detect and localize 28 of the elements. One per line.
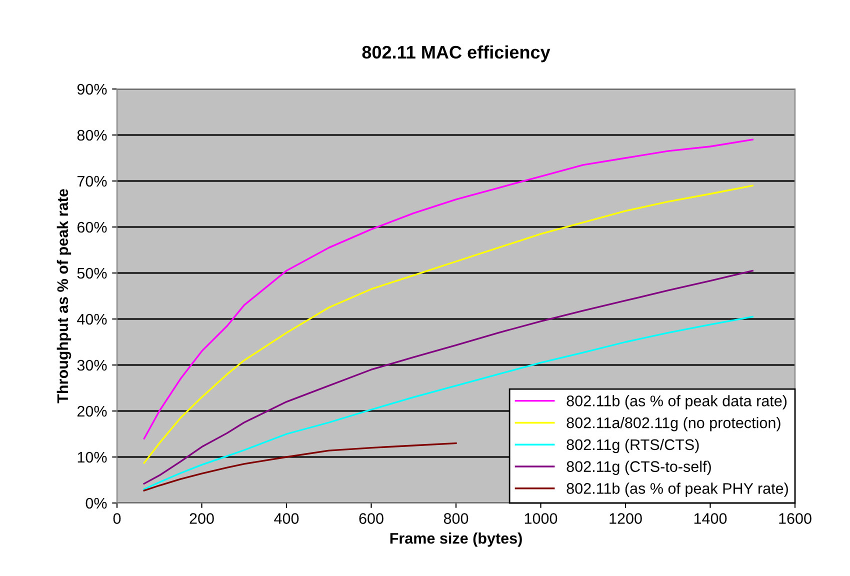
- legend-label: 802.11b (as % of peak data rate): [566, 395, 787, 410]
- y-tick-label: 50%: [77, 268, 107, 279]
- y-tick-label: 20%: [77, 406, 107, 417]
- y-tick-label: 90%: [77, 84, 107, 95]
- legend-label: 802.11b (as % of peak PHY rate): [566, 482, 788, 497]
- legend-label: 802.11g (RTS/CTS): [566, 438, 699, 454]
- y-tick-label: 0%: [86, 498, 107, 509]
- x-tick-label: 200: [190, 513, 214, 524]
- x-axis-title: Frame size (bytes): [390, 532, 522, 547]
- y-tick-label: 80%: [77, 130, 107, 141]
- y-axis-title: Throughput as % of peak rate: [56, 189, 72, 404]
- x-tick-label: 0: [113, 513, 121, 524]
- y-tick-label: 40%: [77, 314, 107, 325]
- y-tick-label: 30%: [77, 360, 107, 371]
- chart-title: 802.11 MAC efficiency: [362, 45, 550, 62]
- x-tick-label: 1200: [610, 513, 642, 524]
- x-tick-label: 800: [444, 513, 468, 524]
- x-tick-label: 600: [359, 513, 384, 524]
- y-tick-label: 70%: [77, 176, 107, 187]
- legend-label: 802.11a/802.11g (no protection): [566, 417, 780, 432]
- line-series: [143, 442, 457, 492]
- y-tick-label: 10%: [78, 452, 107, 463]
- x-tick-label: 1600: [779, 513, 812, 524]
- x-tick-label: 400: [274, 513, 299, 524]
- x-tick-label: 1400: [694, 513, 727, 524]
- y-tick-label: 60%: [77, 222, 107, 233]
- legend-label: 802.11g (CTS-to-self): [566, 460, 711, 476]
- x-tick-label: 1000: [524, 513, 558, 524]
